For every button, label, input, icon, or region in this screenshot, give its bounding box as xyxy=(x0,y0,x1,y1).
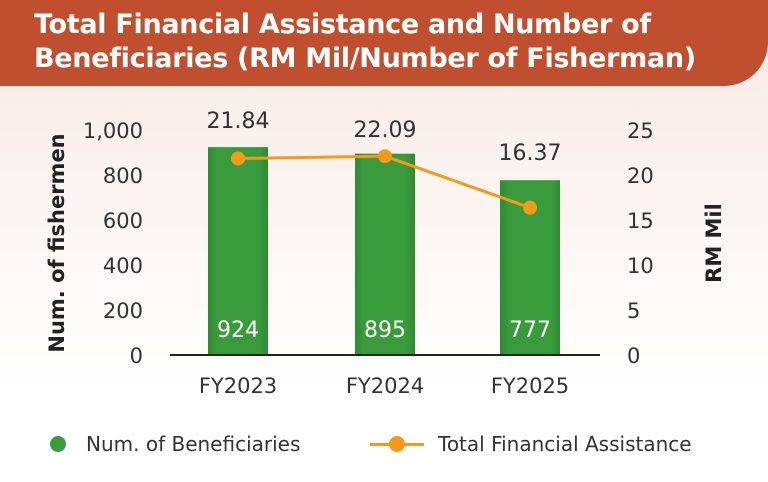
legend-label-assistance: Total Financial Assistance xyxy=(438,432,692,456)
line-value-label-fy2024: 22.09 xyxy=(354,118,417,143)
y-right-tick-label: 0 xyxy=(627,344,640,368)
y-right-tick-label: 25 xyxy=(627,119,654,143)
x-tick-label-fy2023: FY2023 xyxy=(199,374,277,398)
y-left-tick-label: 0 xyxy=(130,344,143,368)
y-left-tick-label: 1,000 xyxy=(83,119,143,143)
legend-green-dot-icon xyxy=(50,436,66,452)
chart-header: Total Financial Assistance and Number of… xyxy=(0,0,768,86)
line-point-fy2025 xyxy=(523,200,537,215)
bar-value-label-fy2023: 924 xyxy=(217,318,259,343)
line-point-fy2024 xyxy=(378,149,392,164)
y-right-tick-label: 5 xyxy=(627,299,640,323)
legend-item-beneficiaries: Num. of Beneficiaries xyxy=(50,432,300,456)
line-value-label-fy2025: 16.37 xyxy=(499,141,562,166)
y-left-tick-label: 400 xyxy=(103,254,143,278)
y-right-axis-title: RM Mil xyxy=(702,203,726,283)
chart-canvas: FY2023 FY2024 FY2025 0 200 400 600 800 1,000 0 5 10… xyxy=(45,109,726,398)
bar-value-label-fy2024: 895 xyxy=(364,318,406,343)
y-left-tick-label: 800 xyxy=(103,164,143,188)
x-tick-label-fy2025: FY2025 xyxy=(491,374,569,398)
chart-title: Total Financial Assistance and Number of… xyxy=(34,9,696,74)
legend-item-assistance: Total Financial Assistance xyxy=(370,432,692,456)
chart-legend: Num. of Beneficiaries Total Financial As… xyxy=(0,424,768,464)
y-left-axis-title: Num. of fishermen xyxy=(45,133,69,352)
bar-fy2024 xyxy=(355,153,415,355)
y-right-tick-label: 20 xyxy=(627,164,654,188)
y-left-tick-label: 200 xyxy=(103,299,143,323)
line-point-fy2023 xyxy=(231,151,245,166)
legend-orange-line-icon xyxy=(370,436,424,452)
y-right-tick-label: 15 xyxy=(627,209,654,233)
x-tick-label-fy2024: FY2024 xyxy=(346,374,424,398)
legend-label-beneficiaries: Num. of Beneficiaries xyxy=(86,432,301,456)
bar-fy2023 xyxy=(208,147,268,355)
bar-value-label-fy2025: 777 xyxy=(509,318,551,343)
line-value-label-fy2023: 21.84 xyxy=(207,109,270,134)
y-right-tick-label: 10 xyxy=(627,254,654,278)
y-left-tick-label: 600 xyxy=(103,209,143,233)
